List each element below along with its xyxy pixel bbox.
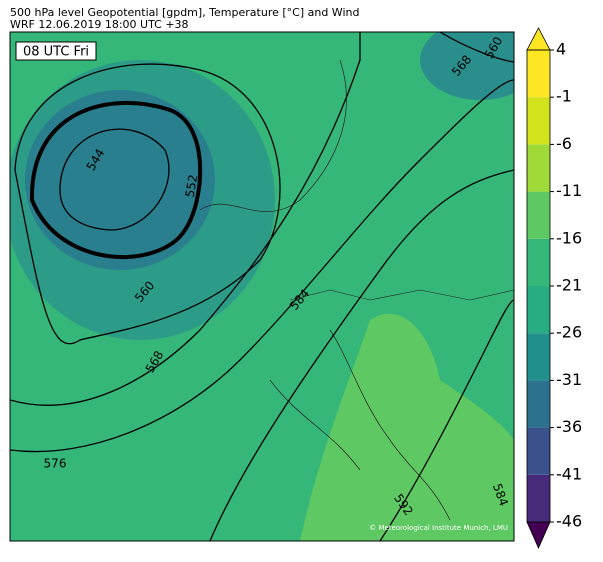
coastline <box>289 289 514 301</box>
contour-bold <box>29 100 203 259</box>
map-frame <box>9 31 515 542</box>
contour-label: 552 <box>183 173 201 198</box>
map-field <box>10 32 514 541</box>
colorbar-band <box>527 286 550 334</box>
colorbar-band <box>527 191 550 239</box>
subtitle: WRF 12.06.2019 18:00 UTC +38 <box>10 18 189 31</box>
contour <box>209 169 514 541</box>
colorbar-band <box>527 50 550 98</box>
coastline <box>199 59 451 521</box>
colorbar-tick-label: -16 <box>556 228 582 247</box>
warm-area <box>300 313 514 541</box>
time-label: 08 UTC Fri <box>23 45 89 60</box>
colorbar-band <box>527 427 550 475</box>
colorbar-band <box>527 333 550 381</box>
colorbar-extension <box>526 521 551 549</box>
colorbar-tick-label: -31 <box>556 370 582 389</box>
contour-label: 576 <box>44 457 67 471</box>
colorbar-tick-label: -26 <box>556 323 582 342</box>
colorbar-tick-label: -1 <box>556 87 572 106</box>
colorbar-tick-label: -6 <box>556 134 572 153</box>
colorbar-band <box>527 97 550 145</box>
colorbar-band <box>527 380 550 428</box>
cold-area-ne <box>420 32 514 100</box>
title: 500 hPa level Geopotential [gpdm], Tempe… <box>10 6 359 19</box>
contour <box>439 32 514 63</box>
credit: © Meteorological Institute Munich, LMU <box>369 524 508 532</box>
colorbar-tick-label: 4 <box>556 40 566 59</box>
colorbar-extension <box>526 27 551 51</box>
contour <box>10 79 514 453</box>
contour <box>10 32 361 406</box>
colorbar-tick-label: -41 <box>556 464 582 483</box>
colorbar-band <box>527 474 550 522</box>
colorbar-tick-label: -11 <box>556 181 582 200</box>
contour <box>379 299 514 541</box>
time-box <box>15 41 97 61</box>
contour <box>14 63 281 345</box>
colorbar-band <box>527 144 550 192</box>
colorbar-tick-label: -36 <box>556 417 582 436</box>
colorbar-tick-label: -21 <box>556 276 582 295</box>
colorbar-band <box>527 238 550 286</box>
cold-core <box>25 90 215 270</box>
colorbar-tick-label: -46 <box>556 512 582 531</box>
contour <box>59 128 170 231</box>
